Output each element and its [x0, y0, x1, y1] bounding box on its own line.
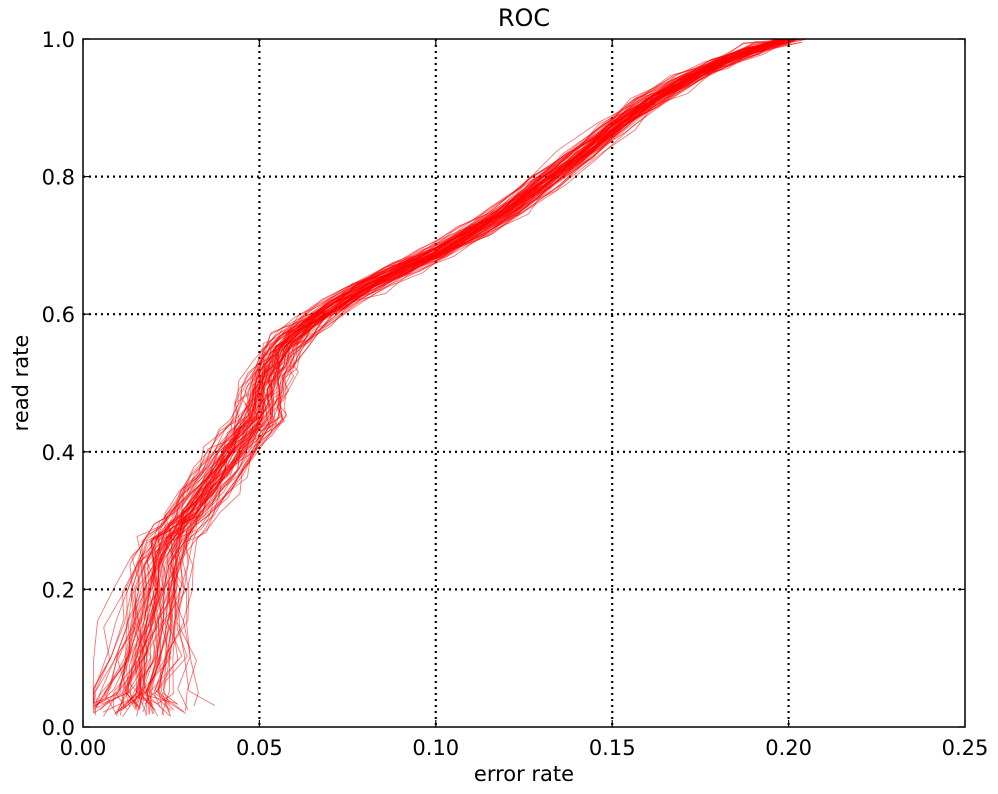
roc-curve — [116, 38, 797, 713]
roc-curve — [127, 38, 790, 707]
roc-curve — [115, 38, 796, 714]
roc-curve — [103, 41, 803, 717]
roc-curve — [118, 40, 795, 711]
roc-curve — [136, 38, 801, 704]
x-tick-label: 0.10 — [412, 736, 459, 760]
y-tick-label: 0.2 — [42, 578, 75, 602]
roc-curve — [144, 39, 796, 705]
roc-curve — [156, 38, 792, 705]
roc-curve — [93, 38, 794, 710]
y-tick-label: 0.6 — [42, 303, 75, 327]
roc-curve — [94, 38, 787, 707]
y-tick-label: 0.8 — [42, 166, 75, 190]
y-tick-labels: 0.0 0.2 0.4 0.6 0.8 1.0 — [42, 28, 75, 740]
roc-curve — [159, 38, 786, 713]
roc-curve — [93, 39, 791, 714]
roc-curve — [144, 38, 799, 717]
roc-curve — [93, 40, 792, 714]
roc-curve — [157, 38, 777, 716]
y-tick-label: 0.4 — [42, 441, 75, 465]
roc-curve — [100, 38, 785, 711]
roc-curve — [97, 38, 798, 708]
roc-curve — [113, 38, 780, 709]
roc-curve — [93, 38, 784, 706]
roc-curve — [138, 38, 796, 710]
roc-curve — [147, 40, 791, 711]
roc-curve — [145, 42, 792, 716]
roc-curve — [178, 38, 780, 706]
roc-curve — [93, 39, 796, 716]
roc-curve — [98, 40, 777, 704]
chart-title: ROC — [498, 4, 550, 32]
roc-curve — [132, 38, 787, 705]
roc-curve — [93, 38, 796, 704]
roc-curve — [122, 39, 806, 717]
y-axis-label: read rate — [9, 335, 33, 432]
roc-curve — [131, 38, 802, 706]
roc-curve — [123, 38, 782, 711]
roc-curve — [148, 39, 790, 714]
roc-curve — [146, 38, 792, 705]
x-axis-label: error rate — [474, 762, 574, 786]
x-tick-label: 0.00 — [60, 736, 107, 760]
roc-curve — [127, 38, 798, 711]
roc-curve — [102, 38, 791, 713]
roc-curve — [114, 38, 782, 715]
x-tick-label: 0.15 — [589, 736, 636, 760]
roc-curve — [135, 41, 781, 708]
roc-curve — [129, 41, 801, 705]
roc-curve — [124, 38, 795, 708]
y-tick-label: 1.0 — [42, 28, 75, 52]
roc-curve — [138, 39, 790, 709]
roc-curve — [135, 40, 785, 705]
plot-frame — [82, 38, 966, 728]
x-tick-label: 0.05 — [236, 736, 283, 760]
roc-curve — [116, 38, 793, 715]
roc-curve — [101, 38, 794, 705]
grid-lines — [83, 39, 965, 727]
roc-curve — [96, 39, 795, 706]
roc-curves — [93, 38, 806, 717]
roc-curve — [125, 38, 782, 707]
roc-curve — [136, 38, 780, 717]
x-tick-labels: 0.00 0.05 0.10 0.15 0.20 0.25 — [60, 736, 989, 760]
roc-curve — [93, 38, 795, 704]
tick-marks — [82, 38, 966, 728]
x-tick-label: 0.25 — [942, 736, 989, 760]
roc-curve — [158, 38, 782, 717]
roc-curve — [135, 41, 792, 709]
roc-curve — [134, 39, 779, 715]
roc-curve — [93, 38, 785, 704]
roc-curve — [93, 41, 782, 708]
roc-curve — [94, 38, 798, 707]
roc-curve — [149, 38, 791, 714]
x-tick-label: 0.20 — [765, 736, 812, 760]
roc-curve — [123, 38, 781, 709]
roc-curve — [141, 38, 782, 704]
roc-curve — [130, 38, 786, 712]
roc-curve — [104, 38, 783, 717]
roc-curve — [145, 43, 783, 717]
roc-curve — [115, 41, 788, 710]
roc-curve — [119, 38, 790, 716]
roc-curve — [162, 41, 777, 705]
roc-curve — [121, 43, 789, 711]
roc-curve — [122, 38, 777, 710]
roc-curve — [94, 38, 799, 709]
roc-curve — [95, 38, 786, 707]
roc-curve — [134, 38, 806, 710]
roc-curve — [136, 38, 792, 715]
y-tick-label: 0.0 — [42, 716, 75, 740]
roc-curve — [128, 38, 787, 711]
roc-curve — [142, 38, 776, 713]
